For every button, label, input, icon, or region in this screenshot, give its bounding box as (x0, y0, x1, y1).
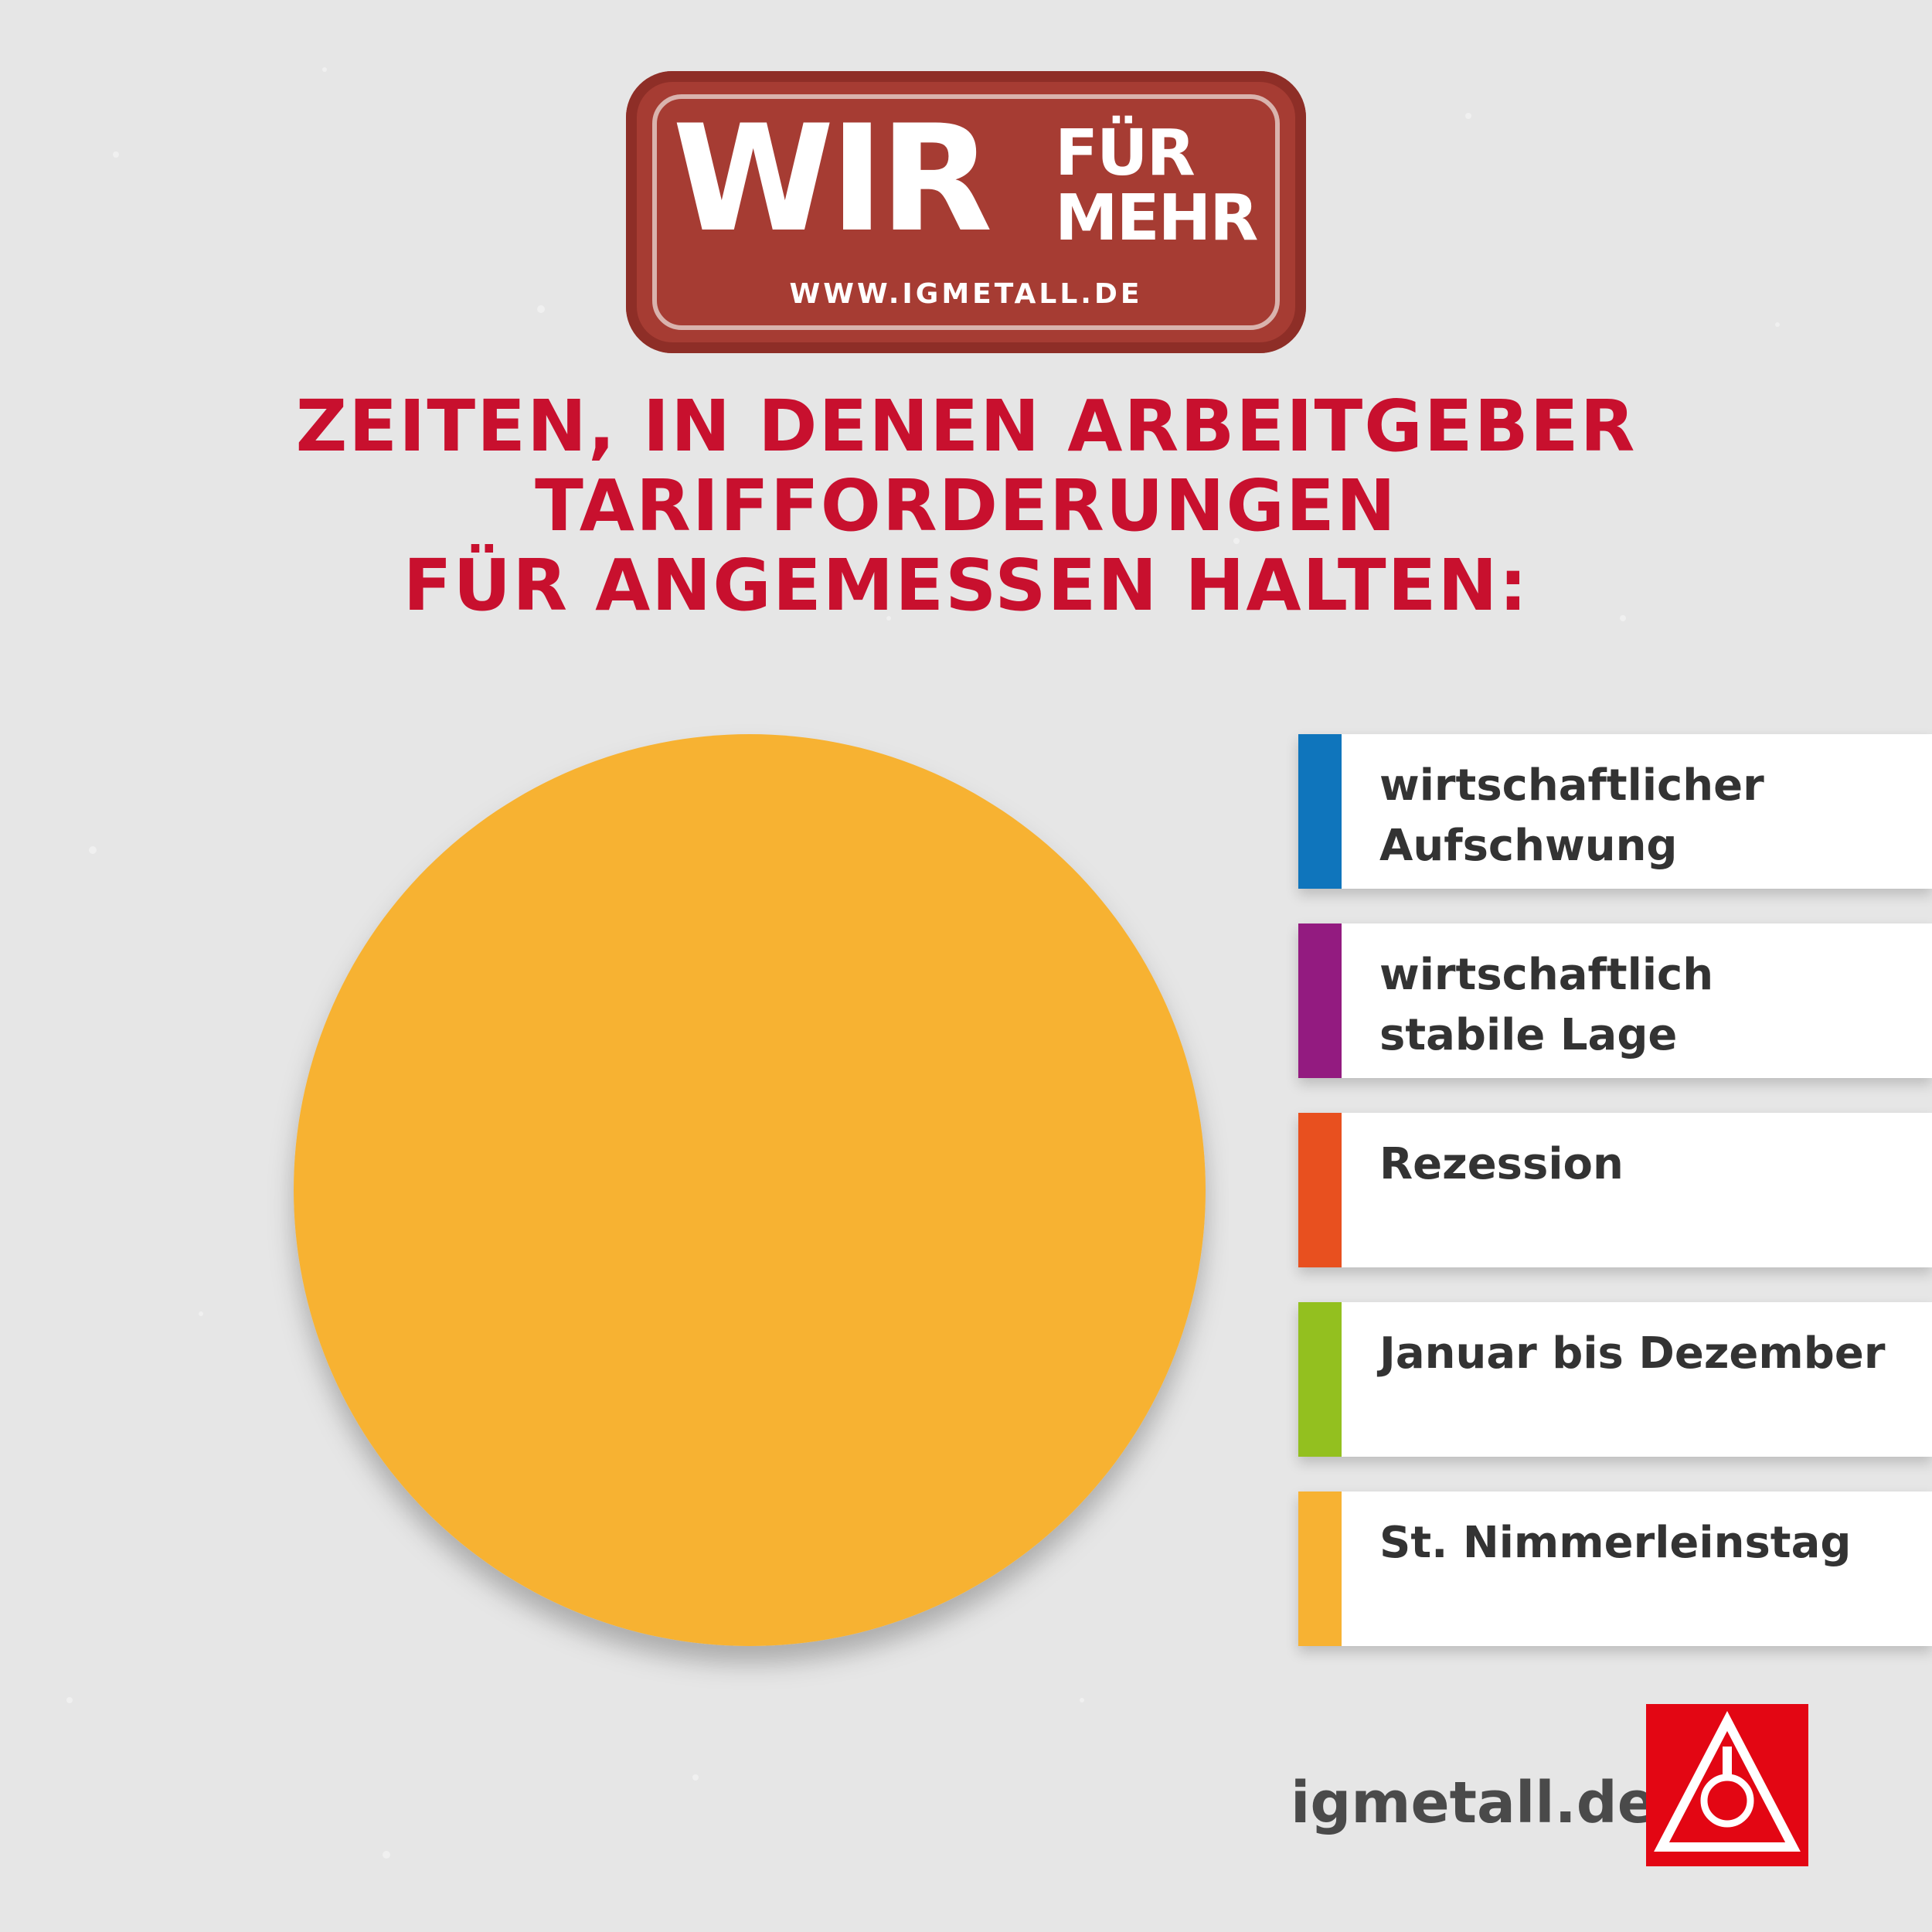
legend-item-4: St. Nimmerleinstag (1298, 1492, 1932, 1646)
ig-metall-logo (1646, 1704, 1808, 1866)
legend-item-1: wirtschaftlich stabile Lage (1298, 923, 1932, 1078)
headline-line-2: TARIFFORDERUNGEN (535, 464, 1397, 547)
headline: ZEITEN, IN DENEN ARBEITGEBER TARIFFORDER… (155, 386, 1777, 625)
legend-swatch (1298, 734, 1342, 889)
footer-url: igmetall.de (1291, 1770, 1656, 1836)
legend-label: wirtschaftlich stabile Lage (1379, 950, 1714, 1060)
stamp-mehr-text: MEHR (1055, 182, 1258, 255)
legend-item-2: Rezession (1298, 1113, 1932, 1267)
stamp-wir-text: WIR (672, 94, 993, 264)
legend-item-3: Januar bis Dezember (1298, 1302, 1932, 1457)
stamp-border (652, 94, 1280, 330)
wir-fuer-mehr-stamp-logo: WIR FÜR MEHR WWW.IGMETALL.DE (626, 71, 1306, 353)
headline-line-1: ZEITEN, IN DENEN ARBEITGEBER (295, 385, 1637, 468)
legend-label: wirtschaftlicher Aufschwung (1379, 760, 1764, 871)
legend-item-0: wirtschaftlicher Aufschwung (1298, 734, 1932, 889)
pie-chart (294, 734, 1206, 1646)
stamp-fur-text: FÜR (1055, 117, 1196, 190)
legend-label: Januar bis Dezember (1379, 1328, 1886, 1379)
stamp-url: WWW.IGMETALL.DE (789, 278, 1143, 310)
legend-swatch (1298, 1302, 1342, 1457)
legend-swatch (1298, 1113, 1342, 1267)
headline-line-3: FÜR ANGEMESSEN HALTEN: (403, 544, 1529, 627)
pie-slice-4 (294, 734, 1206, 1646)
legend-label: St. Nimmerleinstag (1379, 1518, 1852, 1568)
legend-swatch (1298, 1492, 1342, 1646)
legend-swatch (1298, 923, 1342, 1078)
legend-label: Rezession (1379, 1139, 1624, 1189)
